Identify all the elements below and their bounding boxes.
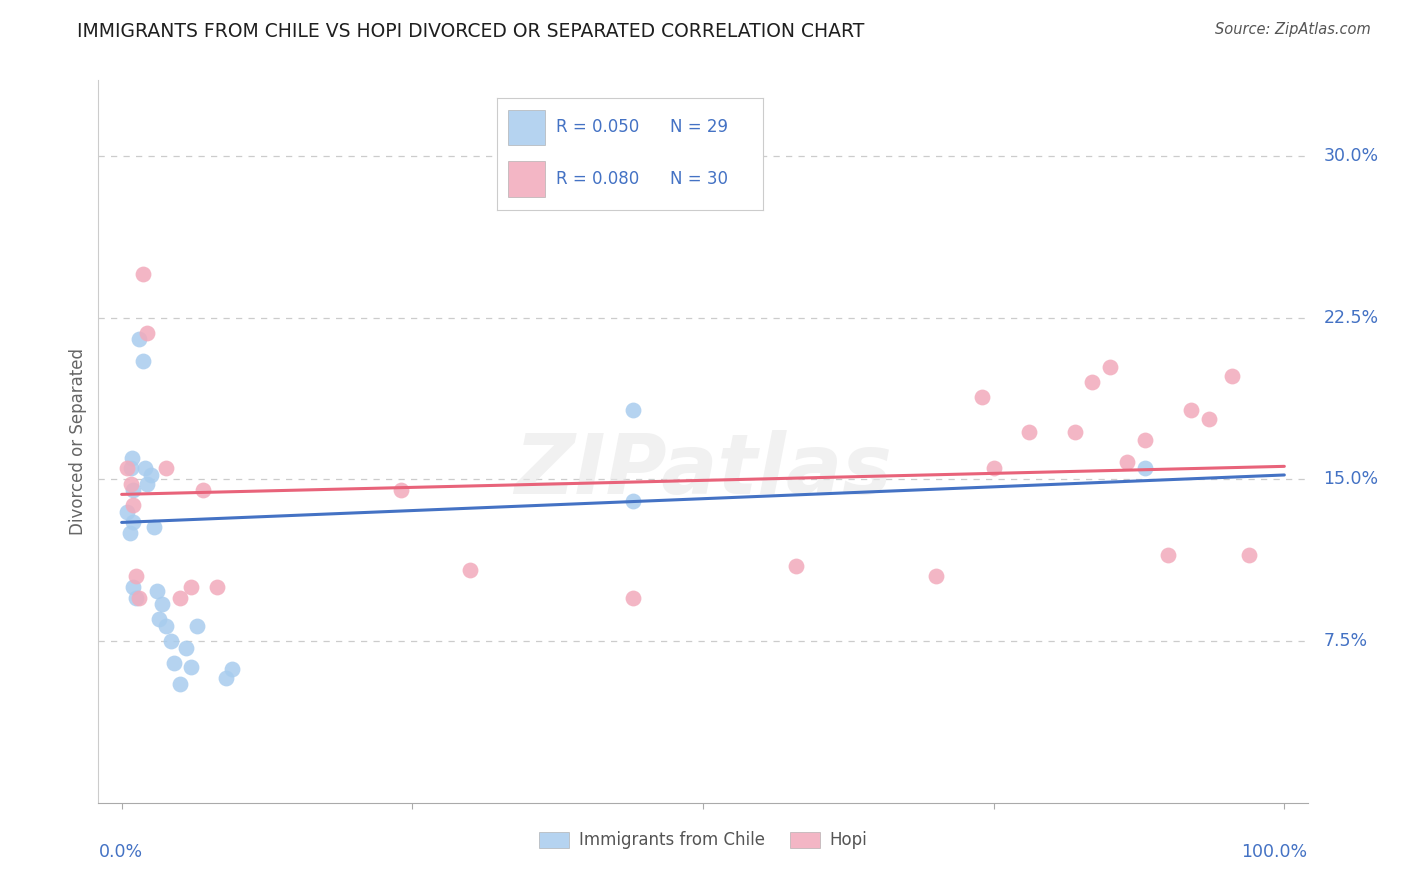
Point [128, 332, 150, 346]
Point [121, 450, 143, 465]
Point [118, 526, 141, 541]
Point [1220, 368, 1243, 383]
Point [983, 461, 1005, 475]
Point [1133, 434, 1156, 448]
Text: Source: ZipAtlas.com: Source: ZipAtlas.com [1215, 22, 1371, 37]
Point [1081, 376, 1104, 390]
Point [124, 591, 146, 605]
Point [215, 671, 238, 685]
Text: ZIPatlas: ZIPatlas [515, 430, 891, 511]
Point [163, 656, 186, 670]
Point [139, 467, 162, 482]
Point [1180, 403, 1202, 417]
Text: 22.5%: 22.5% [1323, 309, 1378, 326]
Point [1018, 425, 1040, 439]
Point [134, 461, 156, 475]
Point [1098, 360, 1121, 375]
Point [122, 498, 145, 512]
Point [143, 520, 166, 534]
Text: 30.0%: 30.0% [1323, 147, 1378, 165]
Point [131, 268, 153, 282]
Point [621, 493, 644, 508]
Point [120, 461, 142, 475]
Point [180, 660, 202, 674]
Text: 7.5%: 7.5% [1323, 632, 1368, 650]
Point [128, 591, 150, 605]
Text: 15.0%: 15.0% [1323, 470, 1378, 488]
Point [205, 580, 228, 594]
Point [159, 634, 181, 648]
Legend: Immigrants from Chile, Hopi: Immigrants from Chile, Hopi [531, 824, 875, 856]
Point [1239, 548, 1261, 562]
Point [155, 619, 177, 633]
Point [785, 558, 807, 573]
Point [120, 476, 142, 491]
Point [148, 612, 170, 626]
Point [155, 461, 177, 475]
Text: IMMIGRANTS FROM CHILE VS HOPI DIVORCED OR SEPARATED CORRELATION CHART: IMMIGRANTS FROM CHILE VS HOPI DIVORCED O… [77, 22, 865, 41]
Point [621, 403, 644, 417]
Y-axis label: Divorced or Separated: Divorced or Separated [69, 348, 87, 535]
Point [174, 640, 197, 655]
Point [122, 516, 145, 530]
Point [460, 563, 482, 577]
Point [1116, 455, 1139, 469]
Point [1064, 425, 1087, 439]
Point [150, 598, 173, 612]
Point [117, 461, 139, 475]
Point [621, 591, 644, 605]
Point [970, 390, 993, 404]
Point [186, 619, 208, 633]
Point [221, 662, 243, 676]
Point [389, 483, 412, 497]
Text: 100.0%: 100.0% [1241, 843, 1308, 861]
Point [1157, 548, 1180, 562]
Point [180, 580, 202, 594]
Point [136, 476, 159, 491]
Point [145, 584, 167, 599]
Point [131, 353, 153, 368]
Point [169, 591, 191, 605]
Point [1133, 461, 1156, 475]
Text: 0.0%: 0.0% [98, 843, 142, 861]
Point [124, 569, 146, 583]
Point [122, 580, 145, 594]
Point [191, 483, 214, 497]
Point [117, 505, 139, 519]
Point [1198, 412, 1220, 426]
Point [169, 677, 191, 691]
Point [924, 569, 946, 583]
Point [122, 483, 145, 497]
Point [136, 326, 159, 340]
